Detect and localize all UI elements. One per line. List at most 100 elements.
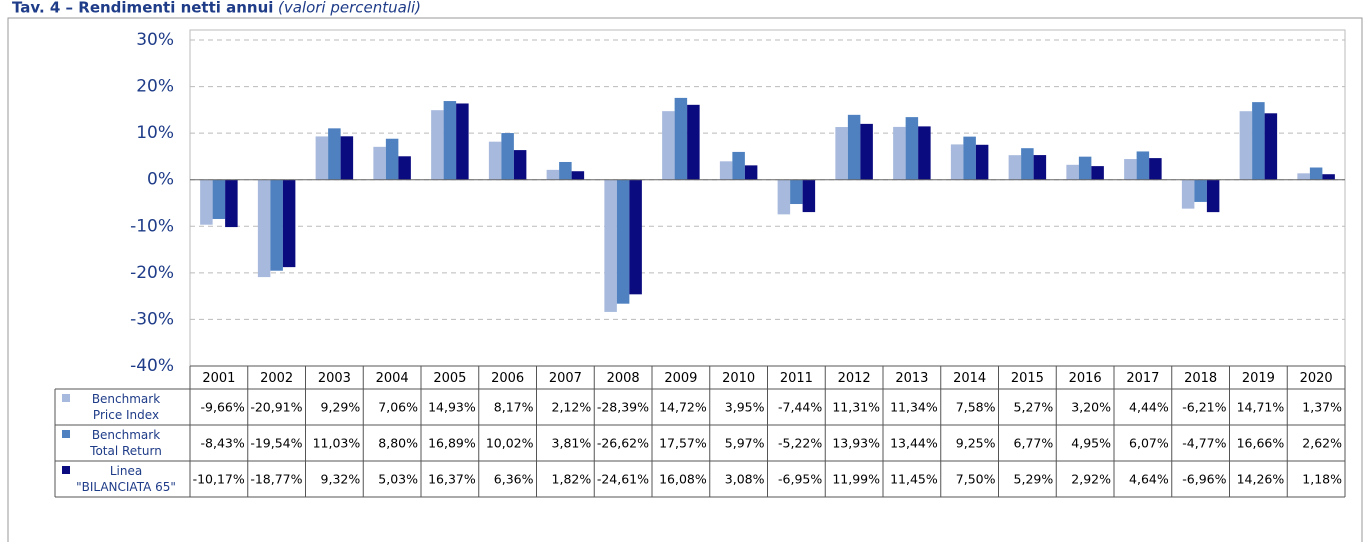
bar xyxy=(1297,173,1310,180)
bar xyxy=(456,103,469,180)
bar xyxy=(963,136,976,180)
x-tick-label: 2005 xyxy=(433,371,466,386)
table-value: 16,66% xyxy=(1237,436,1285,451)
table-value: 16,89% xyxy=(428,436,476,451)
bar xyxy=(1033,155,1047,180)
bar xyxy=(777,179,791,215)
table-value: 8,17% xyxy=(494,400,534,415)
bar xyxy=(443,101,457,180)
table-value: 16,37% xyxy=(428,472,476,487)
x-tick-label: 2006 xyxy=(491,371,524,386)
bar xyxy=(918,126,931,180)
bar xyxy=(674,97,688,180)
table-value: -24,61% xyxy=(597,472,649,487)
table-value: 8,80% xyxy=(378,436,418,451)
bar xyxy=(571,171,585,180)
legend-entry: Benchmark Total Return xyxy=(90,428,162,458)
bar xyxy=(732,151,745,180)
table-value: -19,54% xyxy=(250,436,302,451)
plot-area xyxy=(189,29,1346,367)
x-tick-label: 2002 xyxy=(260,371,293,386)
table-value: 4,44% xyxy=(1129,400,1169,415)
bar xyxy=(373,146,386,180)
bar xyxy=(1091,166,1104,180)
table-value: 10,02% xyxy=(486,436,534,451)
bar xyxy=(559,161,572,180)
bar xyxy=(1194,179,1207,202)
x-tick-label: 2001 xyxy=(202,371,235,386)
x-tick-label: 2018 xyxy=(1184,371,1217,386)
chart-title: Tav. 4 – Rendimenti netti annui xyxy=(12,0,273,17)
bar xyxy=(501,133,514,180)
bar xyxy=(616,179,630,304)
table-value: 5,29% xyxy=(1014,472,1054,487)
bar xyxy=(488,141,502,180)
chart-subtitle: (valori percentuali) xyxy=(278,0,421,17)
table-value: -20,91% xyxy=(250,400,302,415)
x-tick-label: 2020 xyxy=(1300,371,1333,386)
legend-label: Benchmark Total Return xyxy=(90,428,162,458)
x-tick-label: 2016 xyxy=(1069,371,1102,386)
table-value: 1,18% xyxy=(1302,472,1342,487)
frame xyxy=(7,17,1363,546)
y-tick-label: 0% xyxy=(147,170,174,190)
table-value: 14,93% xyxy=(428,400,476,415)
table-value: 6,36% xyxy=(494,472,534,487)
bar xyxy=(905,117,919,180)
bar xyxy=(340,136,354,180)
table-value: 2,62% xyxy=(1302,436,1342,451)
bar xyxy=(431,110,444,180)
bar xyxy=(950,144,964,180)
table-value: 7,58% xyxy=(956,400,996,415)
table-value: 11,03% xyxy=(313,436,361,451)
x-tick-label: 2007 xyxy=(549,371,582,386)
table-value: 11,45% xyxy=(890,472,938,487)
table-value: 14,72% xyxy=(659,400,707,415)
x-tick-label: 2004 xyxy=(376,371,409,386)
bar xyxy=(513,150,527,180)
table-value: 9,32% xyxy=(321,472,361,487)
table-value: 13,44% xyxy=(890,436,938,451)
x-tick-label: 2009 xyxy=(664,371,697,386)
bar xyxy=(860,123,873,180)
table-value: -4,77% xyxy=(1182,436,1226,451)
legend-marker xyxy=(62,430,70,438)
table-value: 1,82% xyxy=(552,472,592,487)
bar xyxy=(1021,148,1034,180)
bar xyxy=(1124,159,1137,180)
table-value: 3,95% xyxy=(725,400,765,415)
bar xyxy=(385,138,399,180)
bar xyxy=(282,179,296,268)
table-value: 7,06% xyxy=(378,400,418,415)
table-value: 6,77% xyxy=(1014,436,1054,451)
bar xyxy=(225,179,238,228)
bar xyxy=(257,179,271,278)
table-value: -5,22% xyxy=(778,436,822,451)
legend-label: Benchmark Price Index xyxy=(91,392,161,422)
bar xyxy=(1149,158,1162,180)
table-value: 3,20% xyxy=(1071,400,1111,415)
bar xyxy=(847,114,861,180)
y-tick-label: -30% xyxy=(130,309,174,329)
bar xyxy=(546,169,560,180)
x-tick-label: 2012 xyxy=(838,371,871,386)
y-tick-label: 30% xyxy=(136,30,174,50)
bar xyxy=(1136,151,1150,180)
bar xyxy=(604,179,617,312)
bar xyxy=(315,136,329,180)
bar xyxy=(835,127,848,180)
bar xyxy=(1239,111,1253,180)
table-value: -28,39% xyxy=(597,400,649,415)
bar xyxy=(1181,179,1195,209)
table-value: 6,07% xyxy=(1129,436,1169,451)
y-tick-label: -40% xyxy=(130,356,174,376)
x-tick-label: 2003 xyxy=(318,371,351,386)
bar xyxy=(398,156,411,180)
table-value: -9,66% xyxy=(201,400,245,415)
x-tick-label: 2015 xyxy=(1011,371,1044,386)
table-value: 2,12% xyxy=(552,400,592,415)
table-value: 5,03% xyxy=(378,472,418,487)
table-value: 9,29% xyxy=(321,400,361,415)
table-value: 5,27% xyxy=(1014,400,1054,415)
